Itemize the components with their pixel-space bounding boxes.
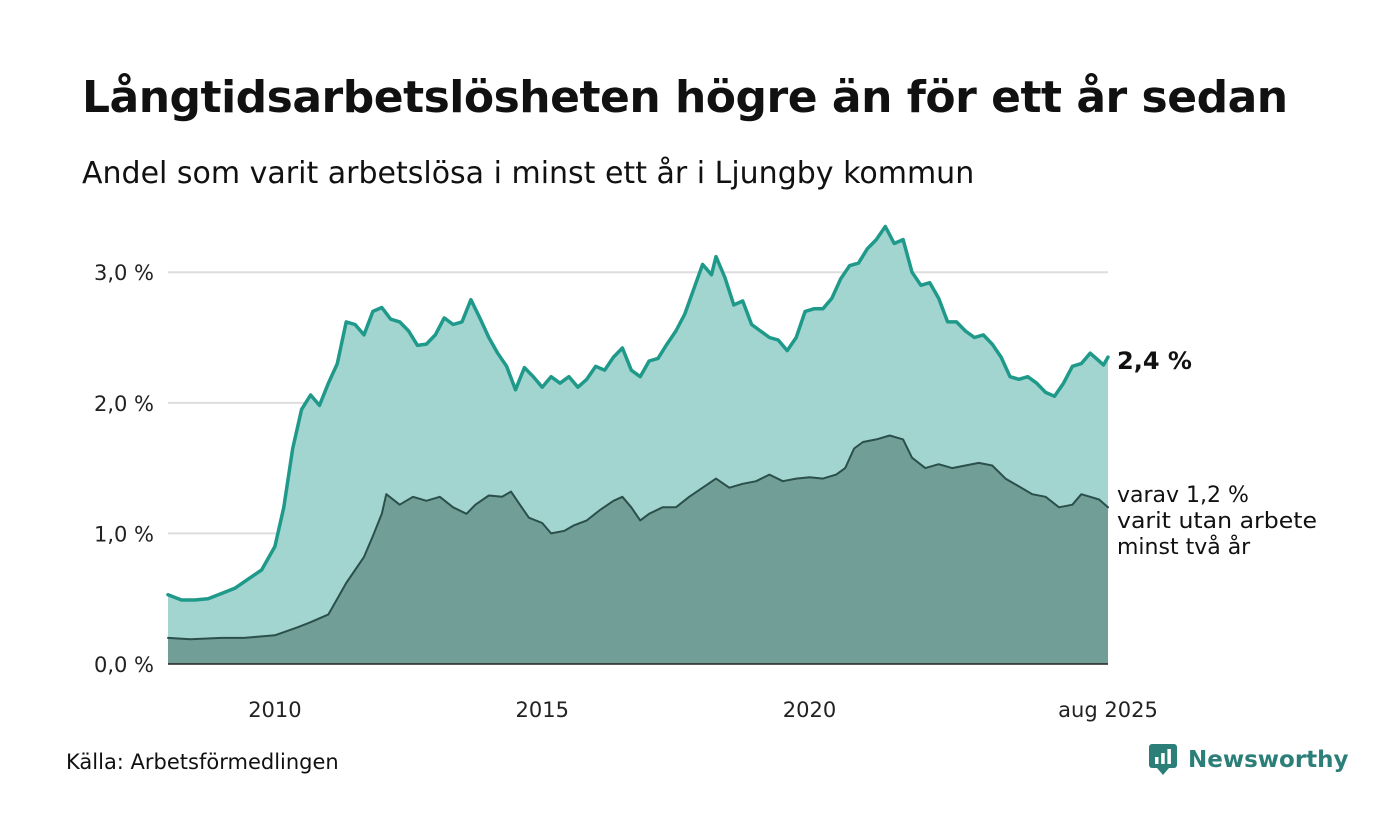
source-note: Källa: Arbetsförmedlingen — [66, 750, 339, 774]
x-tick-label: 2010 — [248, 698, 301, 722]
y-tick-label: 2,0 % — [94, 392, 154, 416]
brand-name: Newsworthy — [1188, 747, 1349, 773]
sub-end-label-line-1: varav 1,2 % — [1117, 483, 1249, 508]
sub-end-label-line-2: varit utan arbete — [1117, 509, 1317, 534]
y-tick-label: 0,0 % — [94, 653, 154, 677]
x-tick-label: 2020 — [783, 698, 836, 722]
axis-labels: 0,0 % 1,0 % 2,0 % 3,0 % 2010 2015 2020 aug 2025 — [94, 261, 1158, 722]
brand-logo: Newsworthy — [1148, 743, 1349, 777]
chart-areas — [166, 224, 1110, 665]
y-tick-label: 1,0 % — [94, 522, 154, 546]
bar-chart-icon — [1149, 744, 1177, 775]
x-tick-label: aug 2025 — [1058, 698, 1158, 722]
end-labels: 2,4 % varav 1,2 % varit utan arbete mins… — [1117, 347, 1317, 560]
line-two_years_or_more — [167, 434, 1109, 641]
y-tick-label: 3,0 % — [94, 261, 154, 285]
line-total — [166, 224, 1110, 602]
x-tick-label: 2015 — [515, 698, 568, 722]
chart-title: Långtidsarbetslösheten högre än för ett … — [82, 72, 1288, 123]
chart-subtitle: Andel som varit arbetslösa i minst ett å… — [82, 156, 975, 191]
area-two_years_or_more — [168, 435, 1108, 664]
sub-end-label-line-3: minst två år — [1117, 534, 1251, 560]
total-end-label: 2,4 % — [1117, 347, 1192, 375]
